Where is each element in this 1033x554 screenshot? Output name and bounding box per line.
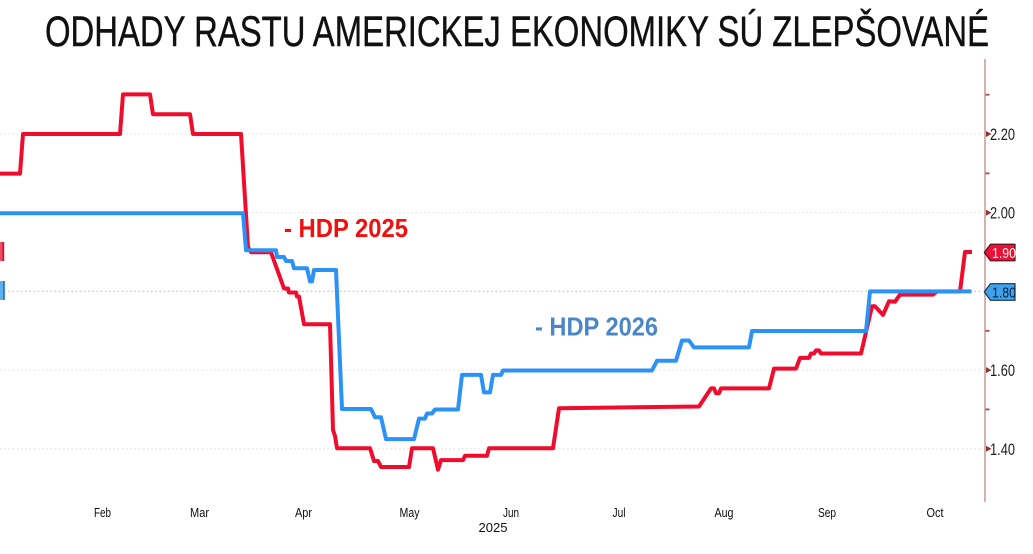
svg-text:Apr: Apr [295, 505, 313, 520]
svg-text:- HDP 2026: - HDP 2026 [535, 312, 658, 342]
svg-text:Feb: Feb [94, 505, 111, 520]
svg-text:Sep: Sep [818, 505, 836, 520]
svg-text:2.00: 2.00 [990, 204, 1015, 223]
svg-text:1.60: 1.60 [990, 361, 1015, 380]
svg-text:2025: 2025 [479, 520, 508, 535]
svg-text:Aug: Aug [715, 505, 734, 520]
svg-text:1.90: 1.90 [992, 245, 1016, 262]
svg-text:May: May [400, 505, 420, 520]
svg-text:Jul: Jul [613, 505, 626, 520]
svg-text:Mar: Mar [190, 505, 210, 520]
svg-text:Jun: Jun [503, 505, 519, 520]
svg-text:ODHADY RASTU AMERICKEJ EKONOMI: ODHADY RASTU AMERICKEJ EKONOMIKY SÚ ZLEP… [45, 8, 989, 56]
svg-text:1.40: 1.40 [990, 440, 1015, 459]
svg-text:Oct: Oct [927, 505, 944, 520]
svg-text:1.80: 1.80 [992, 284, 1016, 301]
svg-text:- HDP 2025: - HDP 2025 [284, 213, 408, 243]
svg-text:2.20: 2.20 [990, 125, 1015, 144]
